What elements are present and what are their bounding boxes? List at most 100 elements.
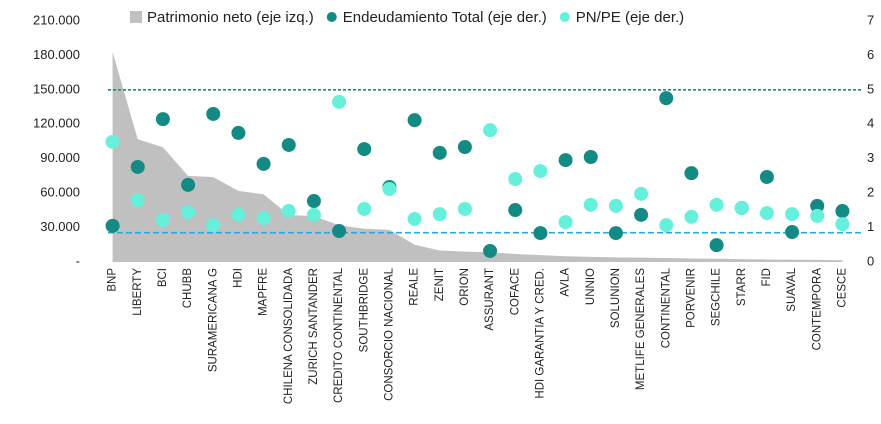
point	[734, 200, 749, 215]
point	[533, 226, 548, 241]
x-tick-label: CONTEMPORA	[811, 268, 823, 351]
point	[407, 211, 422, 226]
legend-label: Patrimonio neto (eje izq.)	[147, 9, 314, 26]
point	[332, 224, 347, 239]
x-tick-label: ZURICH SANTANDER	[308, 268, 320, 385]
point	[231, 125, 246, 140]
point	[105, 134, 120, 149]
area	[112, 51, 843, 262]
point	[583, 149, 598, 164]
y-tick-label: 90.000	[40, 150, 80, 165]
x-tick-label: SOUTHBRIDGE	[358, 268, 370, 353]
point	[659, 218, 674, 233]
point	[281, 137, 296, 152]
y2-tick-label: 7	[867, 12, 874, 27]
point	[432, 145, 447, 160]
y-tick-label: 30.000	[40, 219, 80, 234]
point	[281, 204, 296, 219]
point	[508, 203, 523, 218]
x-tick-label: SUAVAL	[786, 267, 798, 311]
point	[835, 204, 850, 219]
y2-tick-label: 2	[867, 185, 874, 200]
point	[306, 207, 321, 222]
x-tick-label: ZENIT	[434, 268, 446, 301]
x-tick-label: LIBERTY	[132, 268, 144, 316]
point	[432, 207, 447, 222]
point	[130, 193, 145, 208]
point	[608, 198, 623, 213]
x-tick-label: CREDITO CONTINENTAL	[333, 267, 345, 403]
y-tick-label: 60.000	[40, 185, 80, 200]
point	[457, 201, 472, 216]
point	[634, 186, 649, 201]
x-tick-label: METLIFE GENERALES	[635, 268, 647, 390]
x-tick-label: UNNIO	[585, 268, 597, 305]
point	[483, 123, 498, 138]
x-tick-label: BNP	[107, 268, 119, 292]
x-tick-label: SURAMERICANA G	[207, 268, 219, 372]
point	[608, 226, 623, 241]
point	[407, 113, 422, 128]
point	[206, 106, 221, 121]
point	[256, 156, 271, 171]
point	[382, 182, 397, 197]
point	[181, 205, 196, 220]
point	[357, 201, 372, 216]
point	[181, 177, 196, 192]
point	[659, 91, 674, 106]
point	[810, 198, 825, 213]
x-tick-label: CONSORCIO NACIONAL	[383, 267, 395, 401]
y2-tick-label: 6	[867, 47, 874, 62]
x-tick-label: FID	[761, 268, 773, 287]
y2-tick-label: 1	[867, 219, 874, 234]
x-tick-label: STARR	[736, 268, 748, 306]
point	[558, 215, 573, 230]
x-tick-label: AVLA	[560, 268, 572, 297]
point	[634, 207, 649, 222]
point	[835, 217, 850, 232]
legend-swatch	[130, 11, 142, 23]
point	[709, 238, 724, 253]
point	[508, 172, 523, 187]
point	[785, 225, 800, 240]
x-tick-label: CHILENA CONSOLIDADA	[283, 268, 295, 404]
x-tick-label: HDI GARANTIA Y CRED.	[534, 268, 546, 399]
y2-tick-label: 3	[867, 150, 874, 165]
x-tick-label: HDI	[232, 268, 244, 288]
y2-tick-label: 4	[867, 116, 874, 131]
point	[206, 218, 221, 233]
point	[105, 218, 120, 233]
point	[130, 159, 145, 174]
legend-label: Endeudamiento Total (eje der.)	[343, 9, 547, 26]
point	[457, 140, 472, 155]
point	[483, 243, 498, 258]
x-tick-label: SOLUNION	[610, 268, 622, 328]
point	[759, 206, 774, 221]
y-tick-label: 150.000	[33, 81, 80, 96]
x-tick-label: ASSURANT	[484, 268, 496, 331]
point	[155, 212, 170, 227]
x-tick-label: MAPFRE	[258, 268, 270, 316]
legend-swatch	[559, 12, 570, 22]
legend-swatch	[326, 12, 337, 22]
point	[306, 194, 321, 209]
x-tick-label: SEGCHILE	[711, 268, 723, 326]
point	[155, 112, 170, 127]
x-tick-label: CONTINENTAL	[660, 267, 672, 348]
legend-label: PN/PE (eje der.)	[576, 9, 684, 26]
x-tick-label: REALE	[409, 268, 421, 306]
point	[810, 208, 825, 223]
point	[709, 197, 724, 212]
x-tick-label: CHUBB	[182, 268, 194, 309]
point	[785, 207, 800, 222]
y-tick-label: -	[76, 253, 80, 268]
x-tick-label: PORVENIR	[685, 268, 697, 328]
point	[583, 197, 598, 212]
point	[759, 169, 774, 184]
point	[256, 210, 271, 225]
x-tick-label: BCI	[157, 268, 169, 287]
x-tick-label: CESCE	[836, 268, 848, 308]
point	[231, 207, 246, 222]
y2-tick-label: 5	[867, 81, 874, 96]
y-tick-label: 180.000	[33, 47, 80, 62]
